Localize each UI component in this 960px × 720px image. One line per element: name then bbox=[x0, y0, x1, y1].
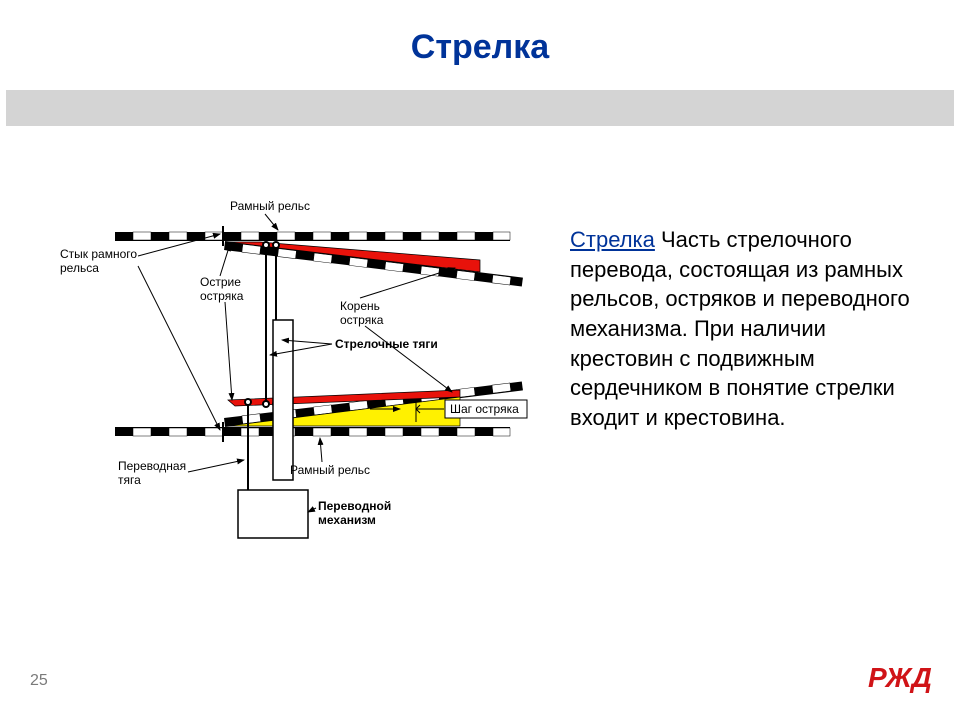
svg-text:Острие остряка: Острие остряка bbox=[200, 275, 244, 303]
label-frame-rail-top: Рамный рельс bbox=[230, 199, 310, 230]
svg-text:Корень остряка: Корень остряка bbox=[340, 299, 384, 327]
rzd-logo: РЖД bbox=[868, 659, 938, 700]
divider-bar bbox=[6, 90, 954, 126]
svg-text:Стык рамного рельса: Стык рамного рельса bbox=[60, 247, 140, 275]
slide-title: Стрелка bbox=[0, 28, 960, 67]
slide: Стрелка bbox=[0, 0, 960, 720]
description-term: Стрелка bbox=[570, 227, 655, 252]
svg-text:РЖД: РЖД bbox=[868, 662, 932, 693]
label-switch-rods: Стрелочные тяги bbox=[270, 337, 438, 355]
page-number: 25 bbox=[30, 672, 48, 690]
top-rail bbox=[115, 226, 510, 246]
label-rail-joint: Стык рамного рельса bbox=[60, 234, 220, 430]
label-mechanism: Переводной механизм bbox=[308, 499, 395, 527]
switch-diagram: Стык рамного рельса Рамный рельс Острие … bbox=[60, 190, 540, 560]
label-point-tip: Острие остряка bbox=[200, 244, 244, 400]
svg-text:Стрелочные тяги: Стрелочные тяги bbox=[335, 337, 438, 351]
svg-text:Переводная тяга: Переводная тяга bbox=[118, 459, 189, 487]
switch-mechanism bbox=[238, 490, 308, 538]
rod-guide bbox=[273, 320, 293, 480]
svg-text:Переводной механизм: Переводной механизм bbox=[318, 499, 395, 527]
svg-text:Рамный рельс: Рамный рельс bbox=[230, 199, 310, 213]
svg-text:Рамный рельс: Рамный рельс bbox=[290, 463, 370, 477]
description-body: Часть стрелочного перевода, состоящая из… bbox=[570, 227, 910, 430]
svg-text:Шаг остряка: Шаг остряка bbox=[450, 402, 519, 416]
transfer-rod bbox=[245, 399, 251, 490]
label-transfer-rod: Переводная тяга bbox=[118, 459, 244, 487]
description-text: Стрелка Часть стрелочного перевода, сост… bbox=[570, 225, 920, 433]
label-point-root: Корень остряка bbox=[340, 268, 455, 392]
label-frame-rail-bottom: Рамный рельс bbox=[290, 438, 370, 477]
